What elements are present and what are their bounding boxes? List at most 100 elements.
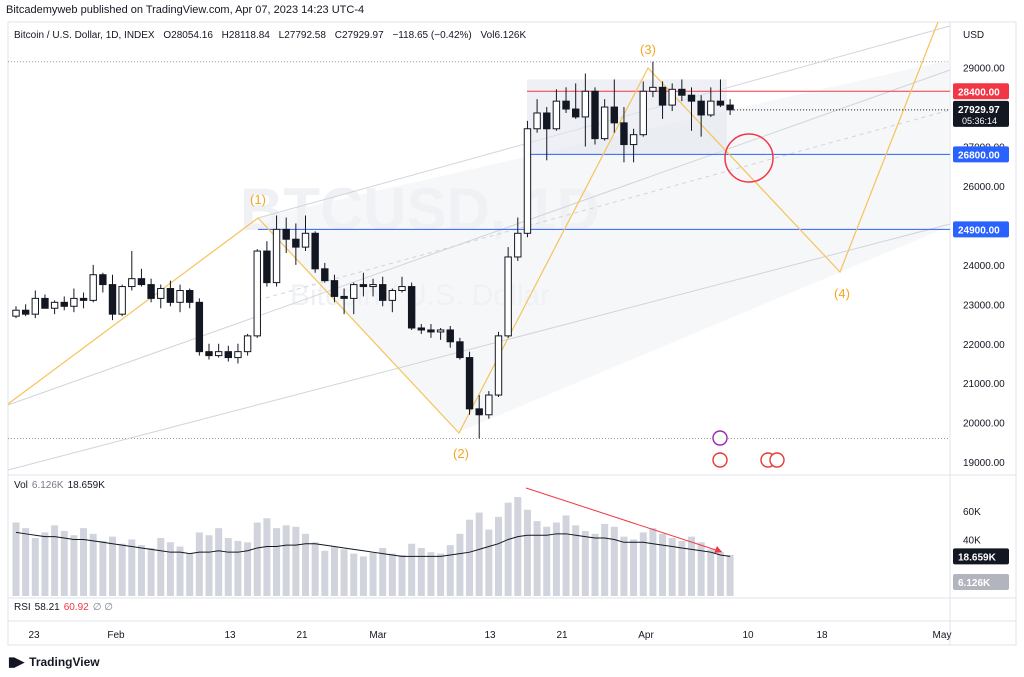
event-icon[interactable]: [712, 430, 728, 446]
candle-body[interactable]: [407, 286, 416, 329]
candle-body[interactable]: [485, 394, 493, 416]
candle-body[interactable]: [388, 290, 397, 301]
candle-body[interactable]: [707, 100, 715, 116]
candle-body[interactable]: [166, 288, 175, 303]
candle-body[interactable]: [21, 309, 30, 315]
time-tick-label: Mar: [369, 630, 387, 641]
candle-body[interactable]: [263, 250, 271, 284]
volume-bar: [716, 552, 724, 596]
candle-body[interactable]: [687, 94, 696, 102]
candle-body[interactable]: [243, 335, 252, 353]
volume-bar: [157, 538, 165, 596]
candle-body[interactable]: [50, 301, 59, 309]
candle-body[interactable]: [600, 106, 609, 140]
candle-body[interactable]: [562, 100, 570, 110]
candle-body[interactable]: [60, 301, 68, 307]
candle-body[interactable]: [41, 297, 49, 309]
volume-bar: [562, 515, 570, 596]
candle-body[interactable]: [716, 100, 725, 106]
volume-bar: [31, 538, 39, 596]
tradingview-footer[interactable]: ▮▶ TradingView: [8, 654, 100, 670]
candle-body[interactable]: [292, 238, 300, 248]
candle-body[interactable]: [697, 100, 705, 116]
candle-body[interactable]: [301, 232, 310, 248]
volume-trend-arrow[interactable]: [525, 487, 723, 553]
candle-body[interactable]: [649, 86, 657, 92]
candle-body[interactable]: [31, 297, 39, 315]
candle-body[interactable]: [272, 228, 281, 284]
candle-body[interactable]: [678, 88, 686, 96]
candle-body[interactable]: [494, 335, 503, 396]
candle-body[interactable]: [79, 297, 88, 301]
candle-body[interactable]: [543, 112, 551, 130]
candle-body[interactable]: [629, 134, 638, 146]
candle-body[interactable]: [552, 100, 561, 130]
candle-body[interactable]: [610, 106, 618, 124]
candle-body[interactable]: [398, 286, 406, 292]
candle-body[interactable]: [504, 256, 512, 337]
candle-body[interactable]: [427, 329, 435, 333]
candle-body[interactable]: [195, 301, 204, 353]
candle-body[interactable]: [572, 108, 580, 118]
candle-body[interactable]: [186, 290, 194, 303]
volume-bar: [620, 536, 628, 596]
volume-bar: [186, 553, 194, 596]
candle-body[interactable]: [311, 232, 319, 270]
event-icon[interactable]: [769, 452, 785, 468]
candle-body[interactable]: [282, 228, 290, 240]
channel-mid-line: [7, 69, 951, 406]
volume-bar: [707, 549, 715, 596]
candle-body[interactable]: [436, 329, 445, 333]
volume-bar: [504, 502, 512, 596]
event-icon[interactable]: [712, 452, 728, 468]
candle-body[interactable]: [475, 408, 483, 416]
candle-body[interactable]: [128, 278, 136, 288]
candle-body[interactable]: [359, 284, 368, 288]
candle-body[interactable]: [456, 341, 464, 359]
candle-body[interactable]: [176, 290, 184, 303]
candle-body[interactable]: [330, 280, 339, 297]
candle-body[interactable]: [726, 104, 734, 111]
candle-body[interactable]: [99, 274, 107, 286]
candle-body[interactable]: [581, 90, 590, 118]
volume-bar: [137, 545, 145, 596]
candle-body[interactable]: [214, 351, 223, 357]
symbol-name[interactable]: Bitcoin / U.S. Dollar, 1D, INDEX: [14, 30, 155, 41]
candle-body[interactable]: [514, 232, 522, 258]
candle-body[interactable]: [147, 284, 155, 299]
candle-body[interactable]: [523, 128, 532, 234]
wave-label: (4): [834, 286, 850, 301]
price-tag: [953, 221, 1009, 238]
candle-body[interactable]: [591, 90, 599, 140]
candle-body[interactable]: [340, 295, 348, 299]
candle-body[interactable]: [321, 268, 329, 282]
candle-body[interactable]: [369, 284, 377, 288]
candle-body[interactable]: [658, 86, 667, 106]
candle-body[interactable]: [446, 329, 454, 343]
candle-body[interactable]: [533, 112, 541, 130]
target-circle[interactable]: [724, 133, 774, 183]
candle-body[interactable]: [253, 250, 261, 337]
candle-body[interactable]: [350, 284, 358, 299]
candle-body[interactable]: [89, 274, 97, 301]
volume-bar: [263, 518, 271, 596]
candle-body[interactable]: [234, 351, 242, 359]
candle-body[interactable]: [417, 327, 426, 331]
candle-body[interactable]: [12, 309, 20, 317]
candle-body[interactable]: [224, 351, 233, 359]
candle-body[interactable]: [668, 88, 676, 106]
candle-body[interactable]: [118, 286, 126, 315]
candle-body[interactable]: [465, 357, 474, 410]
volume-bar: [601, 523, 609, 596]
candle-body[interactable]: [639, 90, 647, 136]
elliott-wave-path[interactable]: [7, 21, 939, 435]
candle-body[interactable]: [205, 351, 213, 357]
candle-body[interactable]: [157, 288, 165, 299]
candle-body[interactable]: [108, 284, 117, 315]
volume-bar: [688, 536, 695, 596]
candle-body[interactable]: [620, 122, 628, 146]
candle-body[interactable]: [379, 284, 387, 301]
candle-body[interactable]: [137, 278, 146, 286]
candle-body[interactable]: [70, 297, 78, 307]
